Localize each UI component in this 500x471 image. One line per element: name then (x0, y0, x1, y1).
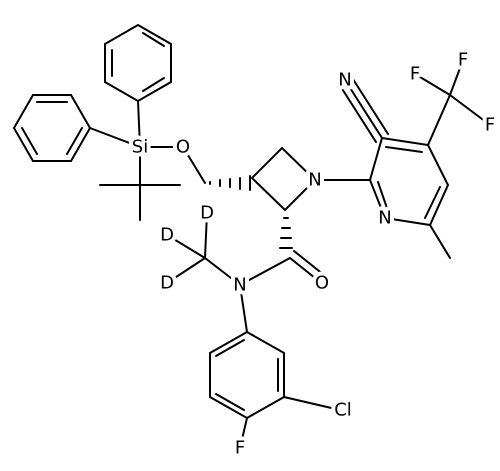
atom-label: D (160, 225, 174, 246)
atom-label: D (160, 273, 174, 294)
atom-label: Si (132, 137, 148, 158)
atom-label: F (235, 438, 245, 459)
atom-label: F (485, 115, 495, 136)
atom-label: N (308, 170, 321, 191)
atom-label: F (458, 50, 468, 71)
atom-label: F (410, 64, 420, 85)
atom-label: D (200, 203, 214, 224)
atom-label: O (176, 137, 190, 158)
atom-label: Cl (334, 400, 352, 421)
atom-labels: Si O N N N F F F D D D N O Cl F (128, 46, 499, 463)
atom-label: O (315, 273, 329, 294)
atom-label: N (233, 275, 246, 296)
atom-label: N (338, 70, 351, 91)
bonds (12, 23, 491, 449)
atom-label: N (378, 208, 391, 229)
